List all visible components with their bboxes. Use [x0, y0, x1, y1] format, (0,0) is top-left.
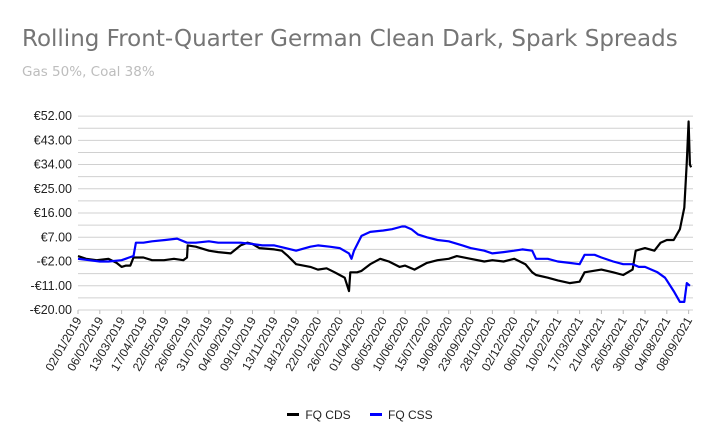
series-lines — [77, 120, 693, 303]
legend-item-cds: FQ CDS — [287, 407, 351, 422]
y-tick-label: €16.00 — [34, 206, 72, 220]
legend-swatch-cds — [287, 413, 300, 416]
grid-lines — [78, 115, 693, 311]
y-tick-label: €25.00 — [34, 182, 72, 196]
y-tick-label: €52.00 — [34, 109, 72, 123]
legend: FQ CDS FQ CSS — [0, 405, 720, 422]
series-line-cds — [77, 120, 693, 293]
legend-item-css: FQ CSS — [370, 408, 433, 422]
y-tick-label: €43.00 — [34, 133, 72, 147]
legend-label-css: FQ CSS — [388, 407, 433, 422]
y-tick-label: -€20.00 — [30, 303, 72, 317]
y-tick-label: €7.00 — [41, 230, 72, 244]
chart-subtitle: Gas 50%, Coal 38% — [22, 64, 155, 80]
y-tick-label: -€11.00 — [31, 279, 73, 293]
y-axis-ticks: -€20.00 -€11.00 -€2.00 €7.00 €16.00 €25.00 €34… — [30, 109, 72, 317]
y-tick-label: -€2.00 — [37, 255, 72, 269]
legend-label-cds: FQ CDS — [305, 407, 351, 422]
chart-title: Rolling Front-Quarter German Clean Dark,… — [22, 26, 678, 52]
y-tick-label: €34.00 — [34, 158, 72, 172]
x-axis-ticks: 02/01/201906/02/201913/03/201917/04/2019… — [42, 310, 695, 374]
legend-swatch-css — [370, 413, 382, 416]
series-line-css — [77, 225, 691, 303]
